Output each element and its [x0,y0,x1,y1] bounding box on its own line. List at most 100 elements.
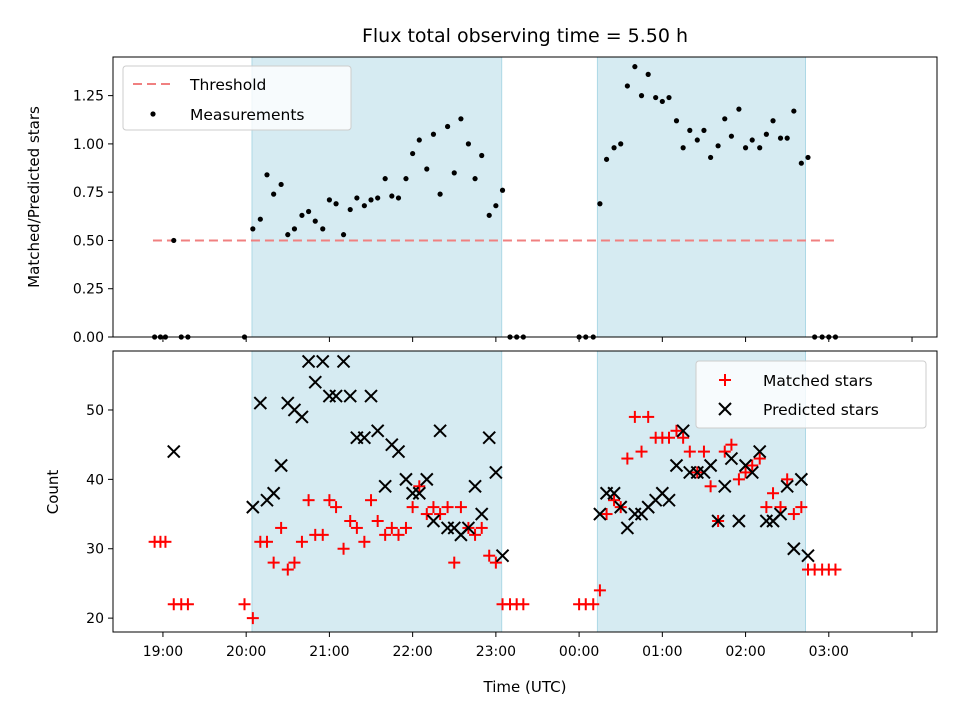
measurement-point [430,131,437,137]
x-stroke-b [738,458,753,473]
matched-star-point [725,438,738,451]
predicted-star-point [711,514,725,528]
x-stroke-b [676,424,690,438]
matched-star-point [760,501,773,514]
predicted-star-point [274,458,288,473]
measurement-point [493,203,499,209]
matched-star-point [246,612,259,625]
x-stroke-b [329,389,343,403]
measurement-point [326,197,333,203]
predicted-star-point [753,444,767,459]
x-stroke-b [246,500,260,514]
x-stroke-b [308,375,322,389]
top-ytick-label: 1.00 [73,137,104,153]
measurement-point [257,216,263,222]
matched-star-point [260,535,273,548]
measurement-point [389,193,395,199]
x-stroke-b [253,396,268,410]
predicted-star-point [167,444,181,459]
x-stroke-b [745,465,759,480]
matched-star-point [288,556,301,569]
measurement-point [375,195,381,201]
predicted-star-point [420,472,434,487]
predicted-star-point [703,458,718,473]
matched-star-point [767,487,780,500]
measurement-point [451,170,457,176]
legend-threshold-label: Threshold [189,76,266,94]
matched-star-point [238,598,251,611]
x-stroke-b [385,437,399,452]
predicted-star-point [780,479,794,494]
matched-star-point [746,459,759,472]
top-ytick-label: 0.75 [73,185,104,201]
matched-star-point [181,598,194,611]
legend-predicted-label: Predicted stars [763,401,879,419]
measurement-point [632,64,638,70]
predicted-star-point [475,507,489,521]
predicted-star-point [329,389,343,403]
matched-star-point [593,584,606,597]
predicted-star-point [607,486,621,500]
matched-star-point [739,466,752,479]
measurement-point [798,160,804,166]
measurement-point [673,118,680,124]
measurement-point [382,176,388,182]
predicted-star-point [669,458,684,473]
top-ytick-label: 0.00 [73,330,104,346]
legend-measurements-label: Measurements [190,106,305,124]
matched-star-point [323,494,336,507]
matched-star-point [829,563,842,576]
measurement-point [736,106,742,112]
measurement-point [250,226,256,232]
x-stroke-b [773,507,788,521]
x-stroke-b [461,521,476,535]
bottom-frame [112,350,938,633]
matched-star-point [697,445,710,458]
top-ytick-label: 0.25 [73,282,104,298]
matched-star-point [350,521,363,534]
predicted-star-point [662,493,676,507]
x-stroke-b [426,514,441,528]
measurement-point [465,141,472,147]
matched-star-point [379,528,392,541]
predicted-star-point [357,431,372,445]
measurement-point [597,201,603,207]
predicted-star-point [253,396,268,410]
bottom-ytick-label: 20 [86,611,104,627]
measurement-point [395,195,402,201]
x-stroke-b [378,479,392,494]
x-axis-label: Time (UTC) [483,678,567,696]
measurement-point [624,83,630,89]
matched-star-point [330,501,343,514]
x-stroke-b [711,514,725,528]
measurement-point [320,226,326,232]
top-legend-box [122,65,352,131]
measurement-point [444,123,451,130]
predicted-star-point [593,507,607,521]
x-stroke-b [399,472,413,487]
bottom-ytick-label: 40 [86,472,104,488]
matched-star-point [316,528,329,541]
measurement-point [805,154,811,161]
measurement-point [694,137,700,143]
measurement-point [410,150,416,157]
bottom-ytick-label: 30 [86,542,104,558]
matched-star-point [628,410,641,423]
matched-star-point [475,521,488,534]
measurement-point [499,187,506,193]
bottom-legend-box [695,360,927,429]
matched-star-point [781,473,794,486]
measurement-point [791,108,797,114]
measurement-point [479,152,485,159]
matched-star-point [427,501,440,514]
matched-star-point [267,556,280,569]
x-stroke-b [732,514,746,528]
matched-star-point [704,480,717,493]
measurement-point [285,232,291,238]
top-axes: 0.00 0.25 0.50 0.75 1.00 1.25 [73,56,938,346]
x-stroke-b [167,444,181,459]
matched-star-point [399,521,412,534]
x-stroke-b [301,354,316,369]
measurement-point [437,191,443,197]
